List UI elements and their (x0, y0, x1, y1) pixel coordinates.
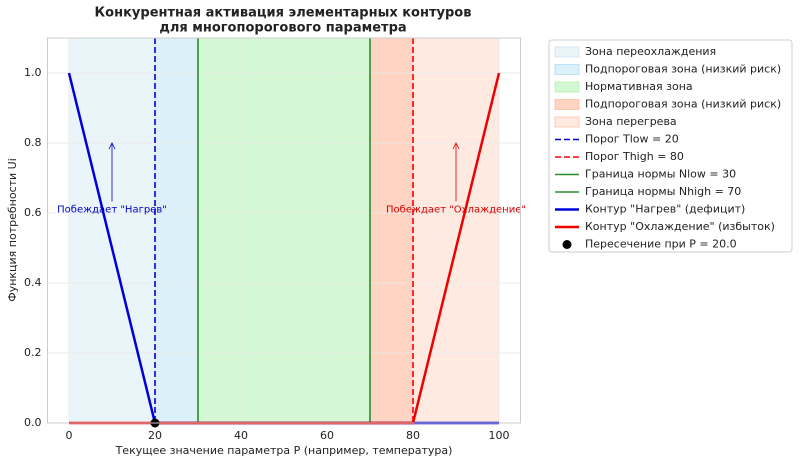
legend-label: Граница нормы Nhigh = 70 (585, 185, 741, 198)
y-tick-label: 0.2 (24, 346, 42, 359)
y-tick-label: 1.0 (24, 66, 42, 79)
legend-swatch (554, 46, 580, 58)
zone (69, 38, 155, 423)
zone (413, 38, 499, 423)
legend-label: Зона перегрева (585, 115, 677, 128)
legend-label: Порог Thigh = 80 (585, 150, 684, 163)
x-tick-label: 0 (66, 429, 73, 442)
x-tick-label: 100 (489, 429, 510, 442)
y-tick-label: 0.0 (24, 416, 42, 429)
x-axis-label: Текущее значение параметра P (например, … (115, 444, 453, 457)
plot-area (47, 38, 521, 423)
y-tick-label: 0.6 (24, 206, 42, 219)
annotation: Побеждает "Нагрев" (57, 205, 167, 216)
plot-frame (47, 37, 521, 424)
chart-title: для многопорогового параметра (159, 21, 406, 36)
zone (370, 38, 413, 423)
x-tick-label: 60 (320, 429, 334, 442)
arrow-head (108, 142, 116, 150)
legend-label: Зона переохлаждения (585, 45, 716, 58)
legend-label: Подпороговая зона (низкий риск) (585, 63, 781, 76)
legend-label: Контур "Нагрев" (дефицит) (585, 203, 745, 216)
x-tick-label: 20 (148, 429, 162, 442)
zone (155, 38, 198, 423)
x-tick-label: 40 (234, 429, 248, 442)
annotation: Побеждает "Охлаждение" (386, 205, 526, 216)
legend-swatch (554, 116, 580, 128)
legend-swatch (554, 81, 580, 93)
legend-swatch (562, 240, 572, 249)
legend-label: Контур "Охлаждение" (избыток) (585, 220, 775, 233)
arrow-head (452, 142, 460, 150)
legend-label: Порог Tlow = 20 (585, 133, 679, 146)
legend-label: Пересечение при P = 20.0 (585, 238, 737, 251)
y-axis-label: Функция потребности Ui (6, 158, 19, 302)
legend-swatch (554, 99, 580, 110)
x-tick-label: 80 (406, 429, 420, 442)
legend-label: Подпороговая зона (низкий риск) (585, 98, 781, 111)
y-tick-label: 0.4 (24, 276, 42, 289)
chart-title: Конкурентная активация элементарных конт… (95, 6, 472, 21)
legend-label: Нормативная зона (585, 80, 693, 93)
zone (198, 38, 370, 423)
y-tick-label: 0.8 (24, 136, 42, 149)
legend-swatch (554, 64, 580, 75)
legend-label: Граница нормы Nlow = 30 (585, 168, 736, 181)
legend (548, 39, 793, 253)
